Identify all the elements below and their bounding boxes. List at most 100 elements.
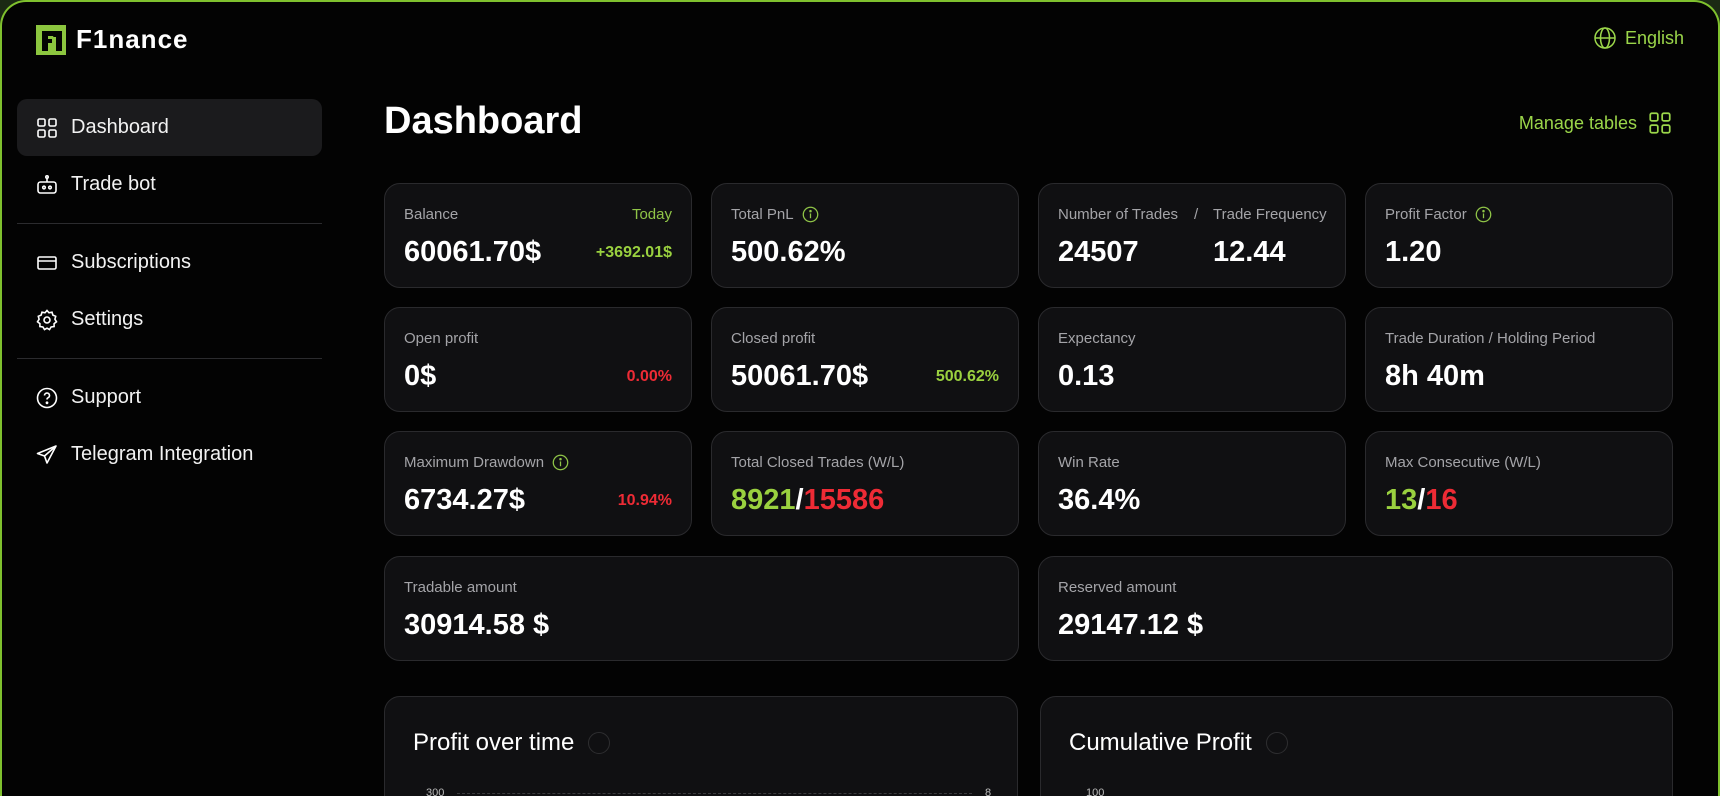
label-separator: /	[1194, 206, 1199, 223]
card-value: 29147.12 $	[1058, 609, 1204, 641]
globe-icon	[1594, 27, 1616, 49]
chart-title: Cumulative Profit	[1069, 729, 1252, 756]
card-label-wrap: Profit Factor	[1385, 206, 1492, 223]
card-label-wrap: Maximum Drawdown	[404, 454, 569, 471]
profit-factor-card: Profit Factor 1.20	[1365, 183, 1673, 288]
card-value: 6734.27$	[404, 484, 525, 516]
sidebar-item-telegram[interactable]: Telegram Integration	[17, 426, 322, 483]
sidebar-item-subscriptions[interactable]: Subscriptions	[17, 234, 322, 291]
nav-divider	[17, 223, 322, 224]
sidebar-item-label: Dashboard	[71, 116, 169, 138]
closed-trades-card: Total Closed Trades (W/L) 8921/15586	[711, 431, 1019, 536]
card-label: Tradable amount	[404, 579, 517, 596]
chart-title: Profit over time	[413, 729, 575, 756]
sidebar-item-label: Settings	[71, 308, 144, 330]
card-label: Expectancy	[1058, 330, 1136, 347]
card-value: 8921/15586	[731, 484, 884, 517]
robot-icon	[37, 174, 57, 194]
info-icon[interactable]	[1475, 206, 1492, 223]
sidebar-item-label: Subscriptions	[71, 251, 192, 273]
card-value: 13/16	[1385, 484, 1458, 517]
info-icon[interactable]	[1265, 732, 1288, 754]
sidebar-item-label: Telegram Integration	[71, 443, 254, 465]
cumulative-profit-chart: Cumulative Profit 100	[1040, 696, 1673, 796]
card-label: Reserved amount	[1058, 579, 1177, 596]
chart-title-wrap: Cumulative Profit	[1069, 729, 1288, 757]
card-label: Balance	[404, 206, 459, 223]
trade-duration-card: Trade Duration / Holding Period 8h 40m	[1365, 307, 1673, 412]
app-name: F1nance	[76, 24, 189, 54]
card-change: +3692.01$	[595, 244, 672, 261]
card-value: 24507	[1058, 236, 1139, 268]
grid-line	[457, 793, 972, 794]
card-label: Total PnL	[731, 206, 794, 223]
expectancy-card: Expectancy 0.13	[1038, 307, 1346, 412]
sidebar-item-label: Trade bot	[71, 173, 156, 195]
y-tick-label: 100	[1086, 787, 1105, 796]
card-change: 500.62%	[935, 368, 999, 385]
sidebar-nav: Dashboard Trade bot Subscriptions Settin…	[17, 99, 322, 483]
card-value: 0$	[404, 360, 437, 392]
card-label: Closed profit	[731, 330, 816, 347]
sidebar-item-settings[interactable]: Settings	[17, 291, 322, 348]
card-label: Number of Trades	[1058, 206, 1179, 223]
card-change: 0.00%	[626, 368, 672, 385]
wins-value: 8921	[731, 484, 796, 516]
chart-title-wrap: Profit over time	[413, 729, 611, 757]
trades-card: Number of Trades / Trade Frequency 24507…	[1038, 183, 1346, 288]
info-icon[interactable]	[802, 206, 819, 223]
card-icon	[37, 255, 57, 270]
card-label: Trade Duration / Holding Period	[1385, 330, 1596, 347]
help-circle-icon	[36, 387, 58, 408]
card-value: 30914.58 $	[404, 609, 550, 641]
card-label: Maximum Drawdown	[404, 454, 545, 471]
card-value: 1.20	[1385, 236, 1442, 268]
reserved-amount-card: Reserved amount 29147.12 $	[1038, 556, 1673, 661]
app-logo[interactable]: F1nance	[36, 24, 189, 55]
card-change: 10.94%	[617, 492, 672, 509]
losses-value: 15586	[803, 484, 885, 516]
card-label: Total Closed Trades (W/L)	[731, 454, 905, 471]
card-value: 8h 40m	[1385, 360, 1485, 392]
card-label-wrap: Total PnL	[731, 206, 819, 223]
profit-over-time-chart: Profit over time 300 8	[384, 696, 1018, 796]
y-tick-label: 300	[426, 787, 445, 796]
grid-icon	[1649, 112, 1671, 134]
sidebar-item-label: Support	[71, 386, 142, 408]
card-value: 60061.70$	[404, 236, 542, 268]
balance-card: Balance Today 60061.70$ +3692.01$	[384, 183, 692, 288]
manage-tables-button[interactable]: Manage tables	[1519, 110, 1673, 136]
card-value: 36.4%	[1058, 484, 1141, 516]
sidebar-item-support[interactable]: Support	[17, 369, 322, 426]
open-profit-card: Open profit 0$ 0.00%	[384, 307, 692, 412]
info-icon[interactable]	[588, 732, 611, 754]
grid-icon	[37, 117, 57, 138]
page-title: Dashboard	[384, 100, 583, 142]
card-value: 500.62%	[731, 236, 846, 268]
sidebar-item-dashboard[interactable]: Dashboard	[17, 99, 322, 156]
language-selector[interactable]: English	[1593, 26, 1684, 50]
card-label: Open profit	[404, 330, 479, 347]
closed-profit-card: Closed profit 50061.70$ 500.62%	[711, 307, 1019, 412]
max-drawdown-card: Maximum Drawdown 6734.27$ 10.94%	[384, 431, 692, 536]
card-value: 50061.70$	[731, 360, 869, 392]
period-label[interactable]: Today	[631, 206, 672, 223]
f1nance-logo-icon	[36, 24, 66, 55]
max-consecutive-card: Max Consecutive (W/L) 13/16	[1365, 431, 1673, 536]
wl-separator: /	[1417, 484, 1426, 516]
wins-value: 13	[1385, 484, 1418, 516]
info-icon[interactable]	[552, 454, 569, 471]
total-pnl-card: Total PnL 500.62%	[711, 183, 1019, 288]
card-value: 0.13	[1058, 360, 1115, 392]
manage-tables-label: Manage tables	[1518, 112, 1637, 133]
sidebar-item-trade-bot[interactable]: Trade bot	[17, 156, 322, 213]
card-label: Max Consecutive (W/L)	[1385, 454, 1541, 471]
tradable-amount-card: Tradable amount 30914.58 $	[384, 556, 1019, 661]
card-label: Win Rate	[1058, 454, 1120, 471]
y-tick-label-right: 8	[985, 787, 992, 796]
card-value-secondary: 12.44	[1213, 236, 1286, 268]
send-icon	[36, 444, 57, 464]
language-label: English	[1624, 27, 1684, 48]
losses-value: 16	[1425, 484, 1458, 516]
